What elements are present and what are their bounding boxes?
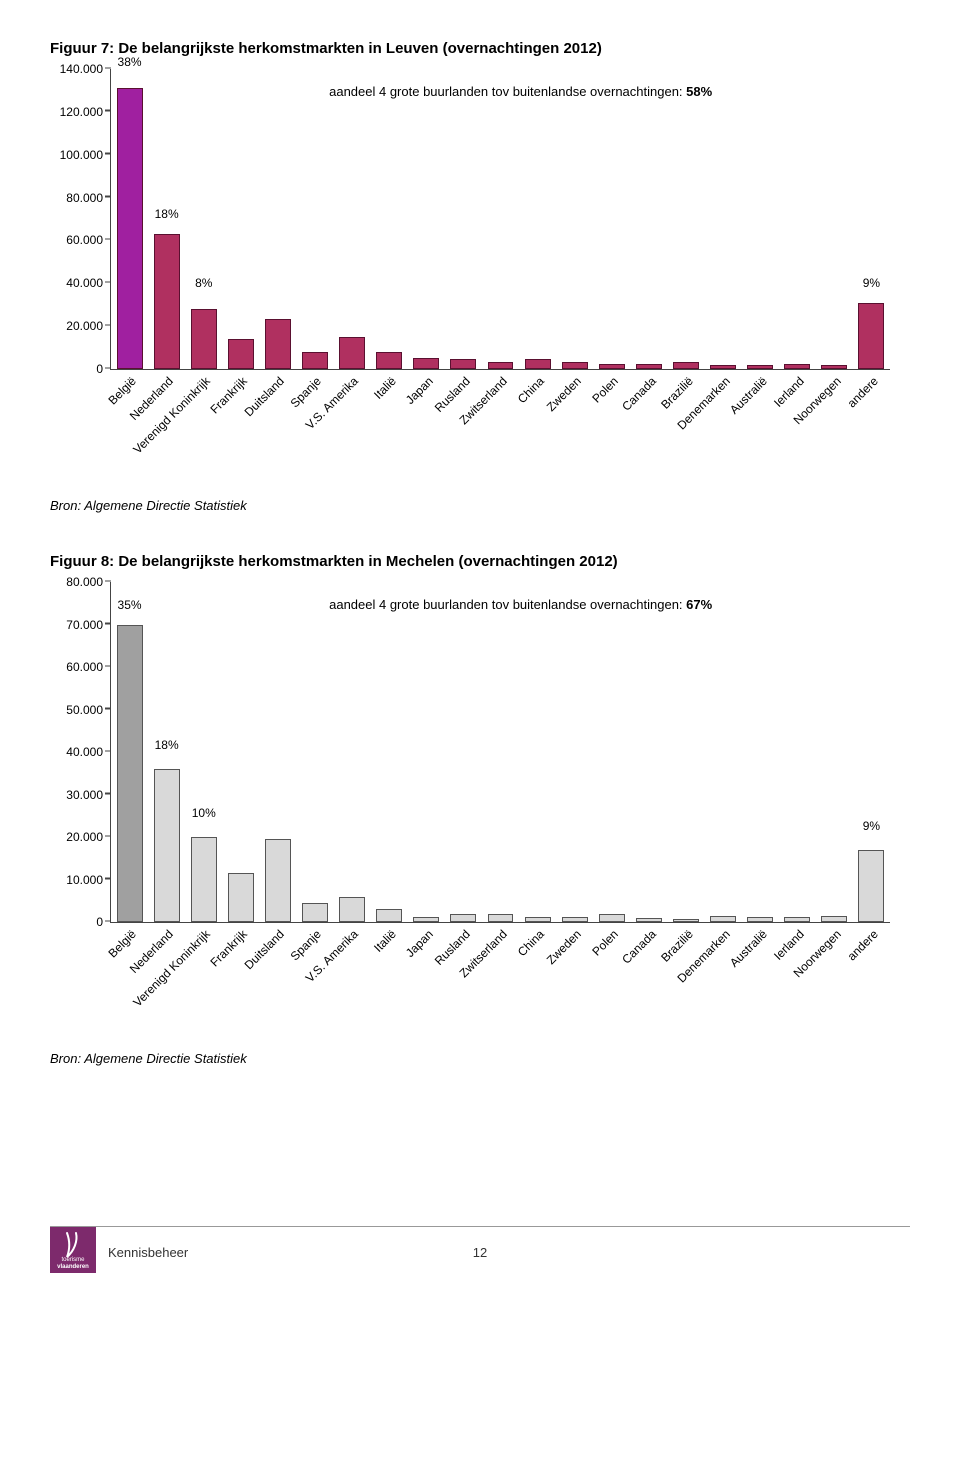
figure8-x-labels: BelgiëNederlandVerenigd KoninkrijkFrankr… — [110, 923, 890, 1043]
bar — [228, 339, 254, 369]
bar — [154, 234, 180, 369]
bar-value-label: 9% — [863, 276, 880, 290]
bar — [525, 359, 551, 369]
x-tick-label: België — [105, 374, 138, 407]
bar — [302, 903, 328, 922]
bar — [376, 909, 402, 922]
bar — [821, 916, 847, 922]
bar-value-label: 10% — [192, 806, 216, 820]
y-tick-label: 0 — [49, 915, 103, 929]
y-tick-label: 70.000 — [49, 618, 103, 632]
y-tick-label: 140.000 — [49, 62, 103, 76]
bar — [450, 359, 476, 369]
x-tick-label: Polen — [590, 927, 622, 959]
bar — [302, 352, 328, 369]
footer-label: Kennisbeheer — [108, 1245, 188, 1260]
bar-value-label: 9% — [863, 819, 880, 833]
bar — [821, 365, 847, 369]
bar — [488, 362, 514, 370]
bar — [488, 914, 514, 922]
footer-page-number: 12 — [473, 1245, 487, 1260]
bar — [339, 897, 365, 923]
bar — [784, 917, 810, 922]
page-footer: toerisme vlaanderen Kennisbeheer 12 — [50, 1226, 910, 1273]
bar — [450, 914, 476, 922]
bar — [599, 364, 625, 369]
bar — [339, 337, 365, 369]
bar — [413, 358, 439, 369]
bar — [858, 850, 884, 922]
x-tick-label: Japan — [403, 374, 436, 407]
y-tick-label: 120.000 — [49, 105, 103, 119]
figure8-title: Figuur 8: De belangrijkste herkomstmarkt… — [50, 553, 910, 570]
bar-value-label: 18% — [155, 738, 179, 752]
bar — [636, 364, 662, 369]
bar — [562, 362, 588, 370]
annotation: aandeel 4 grote buurlanden tov buitenlan… — [329, 597, 712, 612]
bar — [747, 917, 773, 922]
bar — [228, 873, 254, 922]
bar — [117, 625, 143, 923]
bar-value-label: 38% — [118, 55, 142, 69]
bar — [525, 917, 551, 922]
bar — [191, 837, 217, 922]
bar-value-label: 35% — [118, 598, 142, 612]
x-tick-label: Italië — [371, 927, 399, 955]
bar — [710, 365, 736, 369]
bar — [265, 319, 291, 369]
annotation: aandeel 4 grote buurlanden tov buitenlan… — [329, 84, 712, 99]
y-tick-label: 40.000 — [49, 745, 103, 759]
logo-line1: toerisme — [61, 1257, 84, 1263]
y-tick-label: 20.000 — [49, 830, 103, 844]
y-tick-label: 30.000 — [49, 788, 103, 802]
bar — [673, 919, 699, 922]
y-tick-label: 10.000 — [49, 873, 103, 887]
bar — [265, 839, 291, 922]
bar — [562, 917, 588, 922]
y-tick-label: 0 — [49, 362, 103, 376]
bar — [858, 303, 884, 369]
figure8-plot-area: 010.00020.00030.00040.00050.00060.00070.… — [110, 582, 890, 923]
x-tick-label: China — [515, 927, 547, 959]
bar — [710, 916, 736, 922]
figure8-source: Bron: Algemene Directie Statistiek — [50, 1051, 910, 1066]
bar — [117, 88, 143, 369]
y-tick-label: 60.000 — [49, 660, 103, 674]
x-tick-label: Japan — [403, 927, 436, 960]
y-tick-label: 20.000 — [49, 319, 103, 333]
bar — [413, 917, 439, 922]
y-tick-label: 80.000 — [49, 191, 103, 205]
y-tick-label: 80.000 — [49, 575, 103, 589]
figure7-source: Bron: Algemene Directie Statistiek — [50, 498, 910, 513]
figure8-chart: 0 10.000 20.000 30.000 40.000 50.000 60.000 70.… — [50, 582, 910, 1043]
figure7-title: Figuur 7: De belangrijkste herkomstmarkt… — [50, 40, 910, 57]
bar — [747, 365, 773, 369]
bar — [191, 309, 217, 369]
figure7-chart: 0 20.000 40.000 60.000 80.000 100.000 120.000 1… — [50, 69, 910, 490]
logo-line2: vlaanderen — [57, 1264, 89, 1270]
bar-value-label: 18% — [155, 207, 179, 221]
y-tick-label: 60.000 — [49, 233, 103, 247]
bar — [376, 352, 402, 369]
bar — [154, 769, 180, 922]
bar — [673, 362, 699, 370]
x-tick-label: China — [515, 374, 547, 406]
bar-value-label: 8% — [195, 276, 212, 290]
x-tick-label: Polen — [590, 374, 622, 406]
figure7-plot-area: 020.00040.00060.00080.000100.000120.0001… — [110, 69, 890, 370]
bar — [636, 918, 662, 922]
y-tick-label: 40.000 — [49, 276, 103, 290]
vlaanderen-logo: toerisme vlaanderen — [50, 1227, 96, 1273]
x-tick-label: Italië — [371, 374, 399, 402]
figure7-x-labels: BelgiëNederlandVerenigd KoninkrijkFrankr… — [110, 370, 890, 490]
bar — [784, 364, 810, 369]
y-tick-label: 50.000 — [49, 703, 103, 717]
x-tick-label: België — [105, 927, 138, 960]
y-tick-label: 100.000 — [49, 148, 103, 162]
bar — [599, 914, 625, 923]
